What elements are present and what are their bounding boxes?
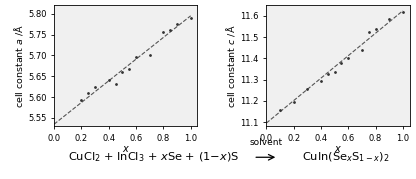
Point bbox=[187, 16, 194, 19]
Point bbox=[277, 109, 283, 112]
Point bbox=[365, 30, 372, 33]
Point bbox=[372, 27, 379, 30]
Point bbox=[359, 49, 365, 51]
X-axis label: $x$: $x$ bbox=[122, 144, 130, 154]
Point bbox=[304, 88, 311, 91]
Point bbox=[85, 91, 92, 94]
Text: solvent: solvent bbox=[249, 138, 282, 147]
Text: CuCl$_2$ + InCl$_3$ + $x$Se + (1$-$$x$)S: CuCl$_2$ + InCl$_3$ + $x$Se + (1$-$$x$)S bbox=[68, 151, 239, 164]
Point bbox=[331, 71, 338, 74]
Point bbox=[119, 71, 126, 74]
Point bbox=[126, 68, 133, 71]
Text: CuIn(Se$_x$S$_{1-x}$)$_2$: CuIn(Se$_x$S$_{1-x}$)$_2$ bbox=[302, 151, 389, 164]
Point bbox=[160, 30, 167, 33]
Point bbox=[78, 99, 85, 102]
Point bbox=[167, 29, 173, 32]
X-axis label: $x$: $x$ bbox=[334, 144, 342, 154]
Point bbox=[400, 10, 406, 13]
Point bbox=[146, 54, 153, 57]
Y-axis label: cell constant $a$ /Å: cell constant $a$ /Å bbox=[12, 24, 25, 108]
Point bbox=[338, 61, 345, 64]
Point bbox=[290, 100, 297, 103]
Point bbox=[105, 79, 112, 82]
Point bbox=[324, 73, 331, 76]
Point bbox=[318, 79, 324, 82]
Point bbox=[345, 57, 352, 60]
Y-axis label: cell constant $c$ /Å: cell constant $c$ /Å bbox=[224, 24, 238, 108]
Point bbox=[133, 55, 139, 58]
Point bbox=[386, 18, 393, 21]
Point bbox=[92, 85, 99, 88]
Point bbox=[112, 82, 119, 85]
Point bbox=[174, 23, 181, 26]
